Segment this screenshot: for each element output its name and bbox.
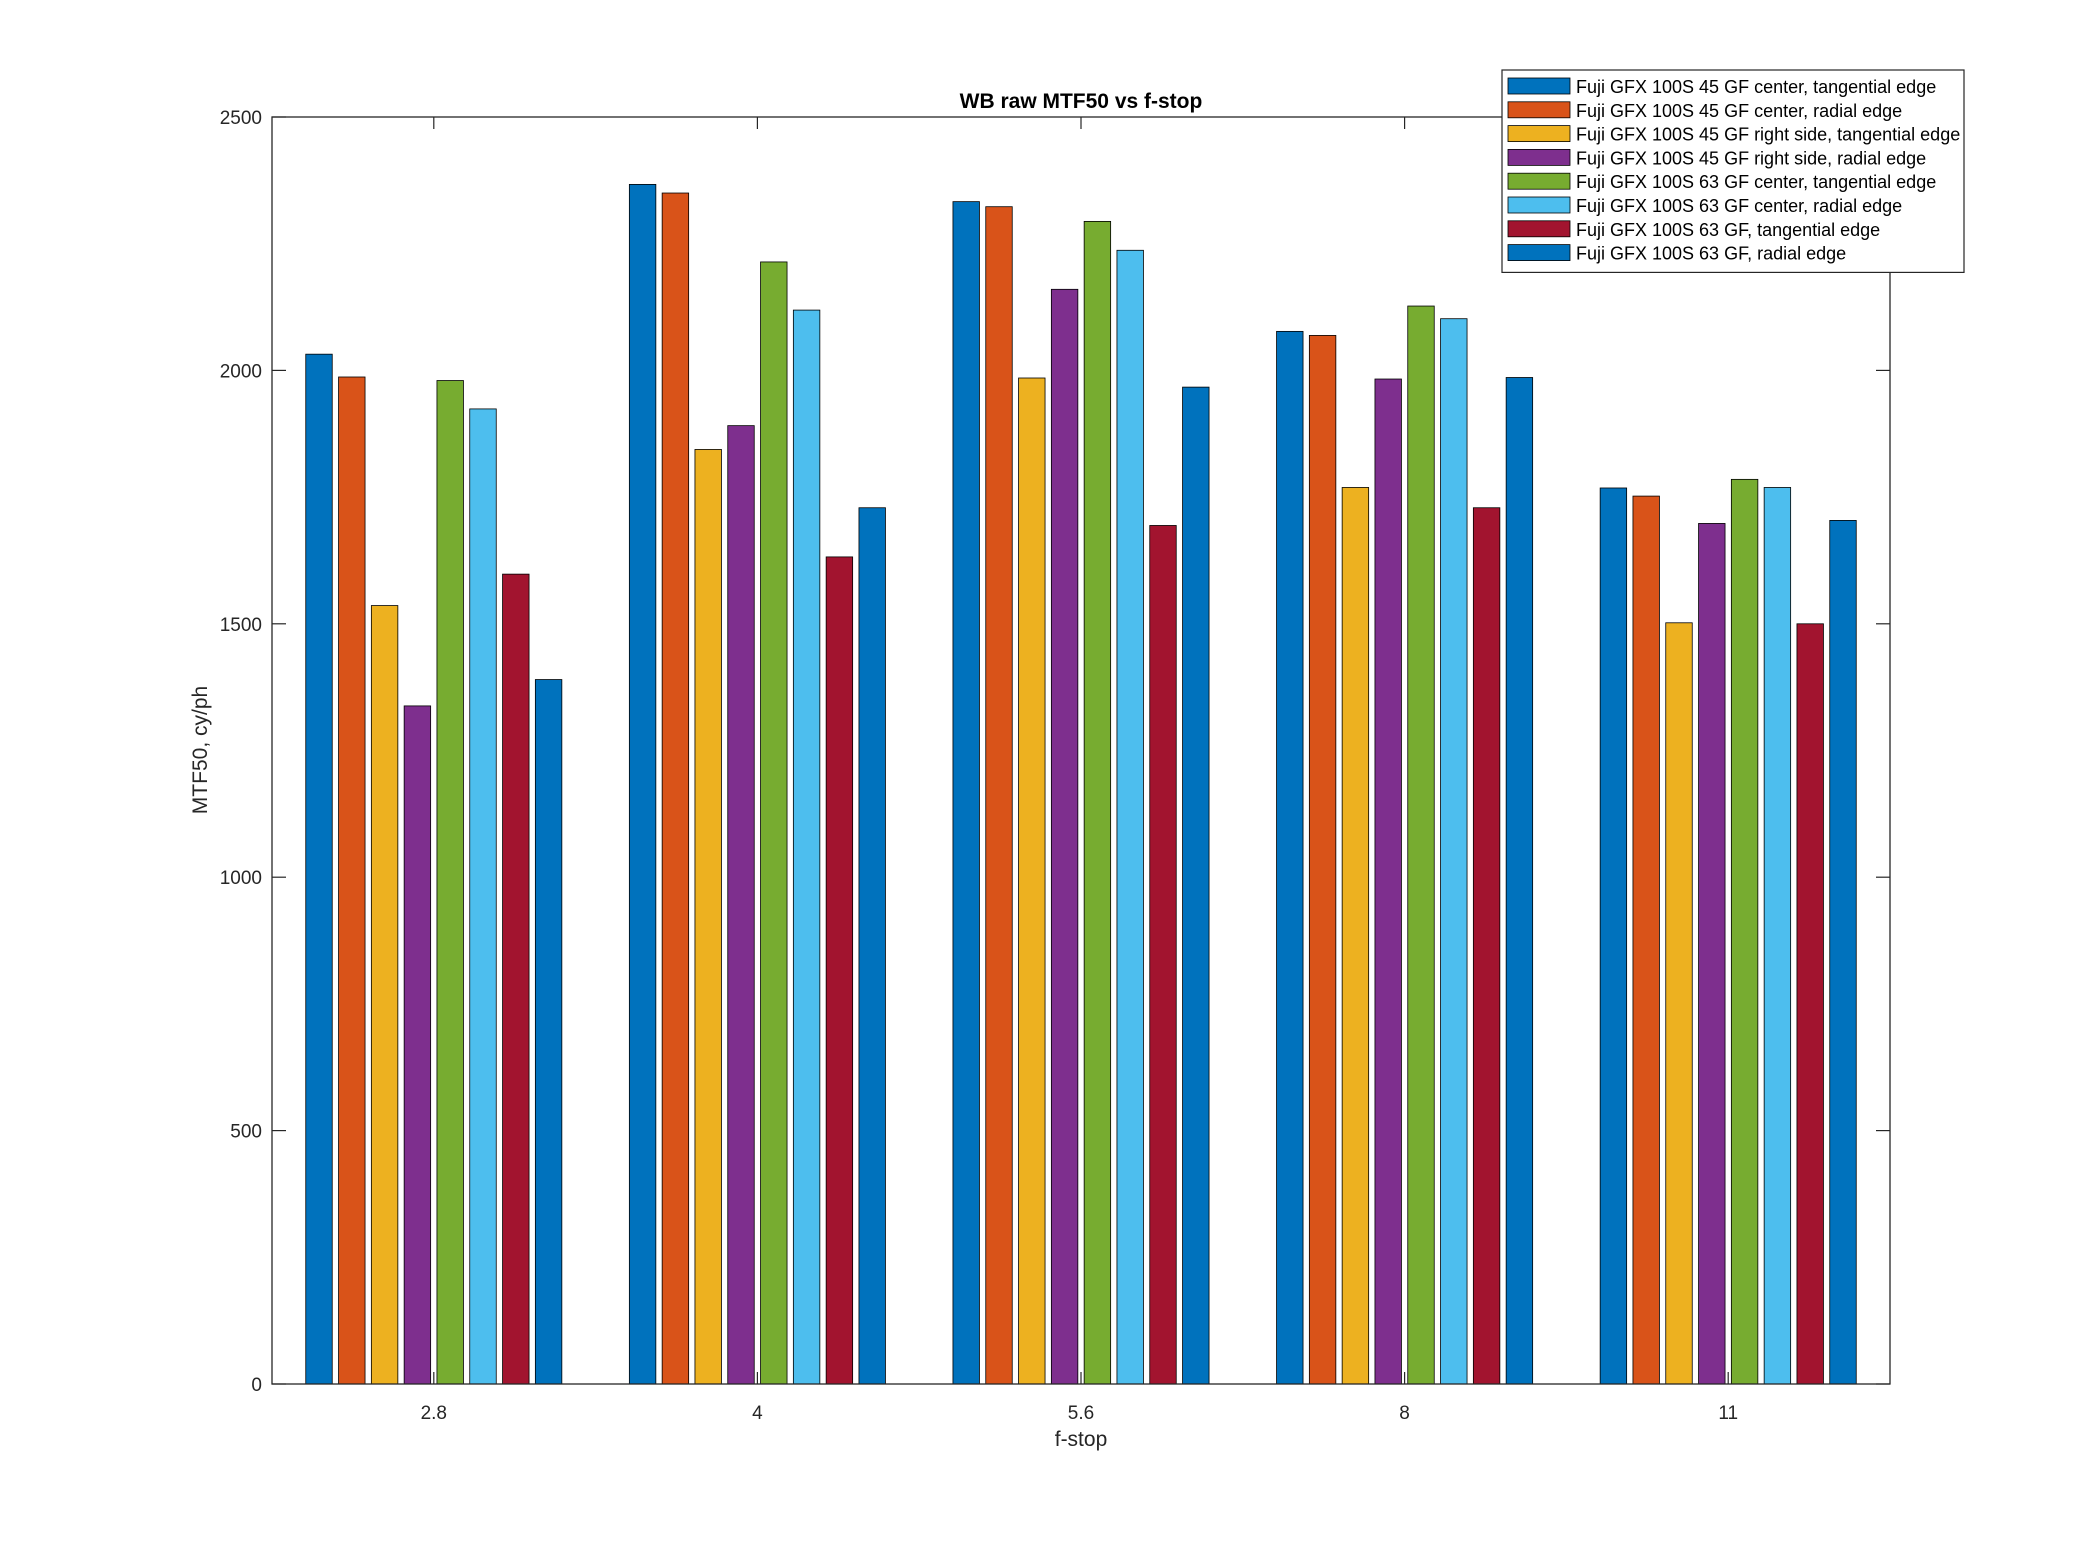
bar [952, 201, 980, 1385]
legend-box [1501, 69, 1965, 273]
bar [1276, 330, 1304, 1385]
legend: Fuji GFX 100S 45 GF center, tangential e… [1501, 69, 1965, 273]
bar [825, 556, 854, 1385]
x-axis-label: f-stop [1055, 1428, 1108, 1451]
legend-entry: Fuji GFX 100S 63 GF, radial edge [1576, 244, 1846, 264]
y-tick-label: 0 [251, 1375, 262, 1396]
legend-swatch [1507, 196, 1571, 214]
legend-swatch [1507, 172, 1571, 190]
legend-entry: Fuji GFX 100S 63 GF center, tangential e… [1576, 172, 1936, 192]
bar [661, 192, 690, 1385]
x-tick-label: 5.6 [1068, 1403, 1094, 1424]
bar [436, 380, 464, 1385]
bar [1116, 249, 1144, 1385]
x-tick-label: 8 [1399, 1403, 1410, 1424]
bar [1374, 378, 1402, 1385]
bar [1796, 623, 1824, 1385]
bar [628, 183, 657, 1385]
y-tick-label: 2000 [220, 361, 262, 382]
bar [1632, 495, 1660, 1385]
bar [1083, 220, 1112, 1385]
bar [985, 206, 1013, 1385]
bar [338, 376, 366, 1385]
y-axis-label: MTF50, cy/ph [189, 686, 212, 814]
bar [1472, 507, 1501, 1385]
legend-entry: Fuji GFX 100S 45 GF center, radial edge [1576, 101, 1902, 121]
bar [502, 573, 530, 1385]
bar [1308, 335, 1337, 1385]
y-tick-label: 500 [230, 1122, 262, 1143]
bar [1505, 377, 1534, 1385]
bar [1665, 622, 1693, 1385]
legend-entry: Fuji GFX 100S 45 GF right side, tangenti… [1576, 125, 1960, 145]
bar [370, 605, 399, 1385]
bar [305, 353, 333, 1385]
bar [1829, 520, 1857, 1385]
bar [694, 449, 722, 1385]
bar [727, 425, 755, 1385]
y-tick-label: 2500 [220, 108, 262, 129]
legend-entry: Fuji GFX 100S 63 GF center, radial edge [1576, 196, 1902, 216]
bar [1050, 288, 1079, 1385]
chart-title: WB raw MTF50 vs f-stop [960, 90, 1203, 113]
bar [1440, 318, 1468, 1385]
bar [1149, 525, 1177, 1385]
legend-swatch [1507, 101, 1571, 119]
x-tick-label: 2.8 [421, 1403, 447, 1424]
x-tick-label: 11 [1718, 1403, 1738, 1424]
bar [760, 261, 788, 1385]
legend-entry: Fuji GFX 100S 63 GF, tangential edge [1576, 220, 1880, 240]
legend-swatch [1507, 148, 1571, 166]
bar [469, 408, 497, 1385]
bar [1730, 478, 1759, 1385]
legend-entry: Fuji GFX 100S 45 GF right side, radial e… [1576, 148, 1926, 168]
bar [403, 705, 432, 1385]
legend-entry: Fuji GFX 100S 45 GF center, tangential e… [1576, 77, 1936, 97]
legend-swatch [1507, 125, 1571, 142]
bar [1182, 386, 1210, 1385]
bar [1698, 523, 1726, 1385]
bar [1018, 377, 1046, 1385]
legend-swatch [1507, 77, 1571, 95]
bar [1763, 487, 1792, 1385]
bar [534, 679, 563, 1385]
bar [1341, 487, 1370, 1385]
bar [1407, 305, 1435, 1385]
legend-swatch [1507, 220, 1571, 238]
bar [792, 309, 821, 1385]
ticks-layer: 2.8 4 5.6 8 11 0 500 1000 1500 2000 2500 [220, 108, 1890, 1424]
y-tick-label: 1000 [220, 868, 262, 889]
bar [1599, 487, 1628, 1385]
x-tick-label: 4 [752, 1403, 763, 1424]
bars-layer [305, 183, 1857, 1385]
legend-swatch [1507, 244, 1571, 262]
bar [858, 507, 886, 1385]
y-tick-label: 1500 [220, 615, 262, 636]
